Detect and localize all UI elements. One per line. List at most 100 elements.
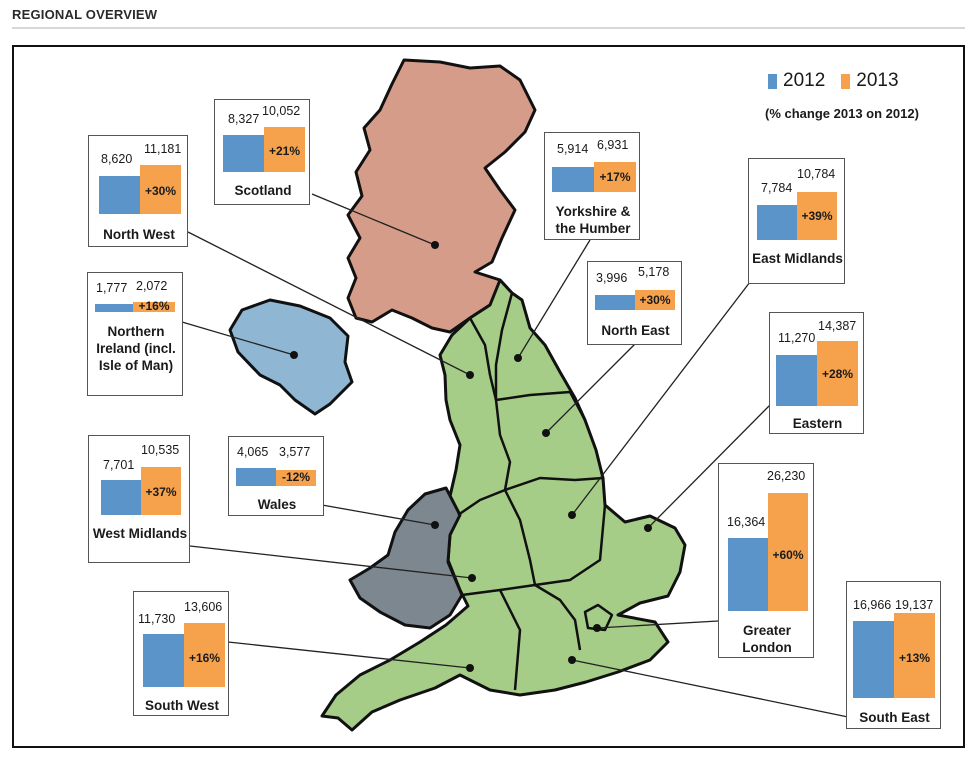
scotland-region[interactable] <box>346 58 537 334</box>
region-name: South East <box>859 710 930 725</box>
region-markers <box>290 241 652 672</box>
region-box-yorkshire: 5,914 6,931 +17% Yorkshire & the Humber <box>544 132 640 240</box>
region-box-north-west: 8,620 11,181 +30% North West <box>88 135 188 247</box>
bar-2012 <box>757 205 797 240</box>
region-name: North East <box>601 323 670 338</box>
region-box-east-midlands: 7,784 10,784 +39% East Midlands <box>748 158 845 284</box>
region-box-west-midlands: 7,701 10,535 +37% West Midlands <box>88 435 190 563</box>
value-2012: 7,701 <box>103 458 135 472</box>
value-2012: 3,996 <box>596 271 628 285</box>
legend-swatch-2013 <box>841 73 851 89</box>
legend-label-2013: 2013 <box>856 70 899 91</box>
pct-change: -12% <box>281 470 310 484</box>
bar-2013 <box>133 302 175 312</box>
legend: 2012 2013 <box>768 70 899 92</box>
value-2013: 14,387 <box>818 319 857 333</box>
value-2013: 5,178 <box>638 265 670 279</box>
value-2013: 6,931 <box>597 138 629 152</box>
value-2012: 16,364 <box>727 515 766 529</box>
bar-2012 <box>143 634 184 687</box>
region-name: Greater London <box>742 623 792 655</box>
header-divider <box>12 27 965 29</box>
pct-change: +28% <box>821 367 854 381</box>
region-box-northern-ireland: 1,777 2,072 +16% Northern Ireland (incl.… <box>87 272 183 396</box>
region-name: East Midlands <box>752 251 843 266</box>
value-2013: 11,181 <box>144 142 182 156</box>
pct-change: +21% <box>268 144 301 158</box>
value-2012: 4,065 <box>237 445 269 459</box>
bar-2013 <box>817 341 858 406</box>
value-2013: 10,784 <box>797 167 836 181</box>
bar-2012 <box>853 621 894 698</box>
value-2013: 10,535 <box>141 443 180 457</box>
bar-2013 <box>797 192 837 240</box>
bar-2012 <box>95 304 133 312</box>
bar-2012 <box>223 135 264 172</box>
leader-lines <box>181 193 849 718</box>
pct-change: +16% <box>138 299 170 313</box>
value-2012: 8,620 <box>101 152 133 166</box>
region-box-south-west: 11,730 13,606 +16% South West <box>133 591 229 716</box>
bar-2013 <box>141 467 181 515</box>
region-name: Scotland <box>234 183 292 198</box>
pct-change: +17% <box>599 170 631 184</box>
region-name: North West <box>103 227 175 242</box>
pct-change: +30% <box>144 184 177 198</box>
bar-2012 <box>99 176 140 214</box>
legend-note: (% change 2013 on 2012) <box>765 106 919 121</box>
bar-2012 <box>552 167 594 192</box>
pct-change: +60% <box>772 548 804 562</box>
region-name: West Midlands <box>92 526 188 541</box>
value-2013: 2,072 <box>136 279 168 293</box>
bar-2013 <box>635 290 675 310</box>
value-2012: 8,327 <box>228 112 260 126</box>
bar-2012 <box>776 355 817 406</box>
bar-2013 <box>140 165 181 214</box>
bar-2012 <box>728 538 768 611</box>
bar-2012 <box>595 295 635 310</box>
value-2013: 19,137 <box>895 598 934 612</box>
bar-2013 <box>264 127 305 172</box>
bar-2013 <box>768 493 808 611</box>
bar-2013 <box>276 470 316 486</box>
map-frame <box>12 45 965 748</box>
pct-change: +37% <box>145 485 177 499</box>
region-name: Eastern <box>792 416 843 431</box>
pct-change: +13% <box>898 651 931 665</box>
england-region[interactable] <box>320 278 687 732</box>
bar-2013 <box>184 623 225 687</box>
value-2012: 7,784 <box>761 181 793 195</box>
value-2013: 10,052 <box>262 104 301 118</box>
value-2012: 1,777 <box>96 281 128 295</box>
page-title: REGIONAL OVERVIEW <box>12 7 158 22</box>
bar-2012 <box>236 468 276 486</box>
region-box-wales: 4,065 3,577 -12% Wales <box>228 436 324 516</box>
legend-swatch-2012 <box>768 73 777 89</box>
region-borders <box>457 292 614 691</box>
region-name: Northern Ireland (incl. Isle of Man) <box>96 324 176 373</box>
region-box-eastern: 11,270 14,387 +28% Eastern <box>769 312 864 434</box>
bar-2012 <box>101 480 141 515</box>
pct-change: +30% <box>639 293 671 307</box>
value-2012: 16,966 <box>853 598 892 612</box>
region-box-greater-london: 16,364 26,230 +60% Greater London <box>718 463 814 658</box>
bar-2013 <box>594 162 636 192</box>
region-name: South West <box>145 698 219 713</box>
value-2013: 26,230 <box>767 469 806 483</box>
wales-region[interactable] <box>348 486 464 630</box>
pct-change: +39% <box>801 209 833 223</box>
legend-label-2012: 2012 <box>783 70 826 91</box>
value-2012: 5,914 <box>557 142 589 156</box>
region-name: Wales <box>257 497 297 512</box>
value-2012: 11,270 <box>778 331 816 345</box>
region-box-scotland: 8,327 10,052 +21% Scotland <box>214 99 310 205</box>
region-name: Yorkshire & the Humber <box>555 204 631 236</box>
value-2013: 13,606 <box>184 600 223 614</box>
bar-2013 <box>894 613 935 698</box>
value-2013: 3,577 <box>279 445 311 459</box>
region-box-north-east: 3,996 5,178 +30% North East <box>587 261 682 345</box>
pct-change: +16% <box>188 651 221 665</box>
region-box-south-east: 16,966 19,137 +13% South East <box>846 581 941 729</box>
value-2012: 11,730 <box>138 612 176 626</box>
